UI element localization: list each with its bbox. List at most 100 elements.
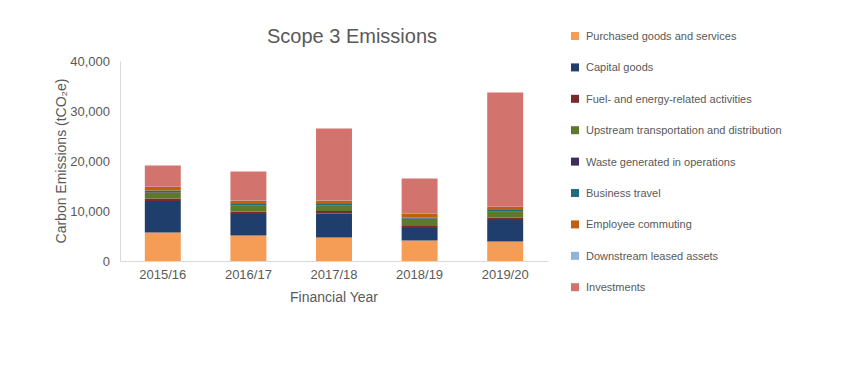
tick: 2017/18: [311, 261, 358, 282]
bar: [230, 205, 266, 207]
bar: [230, 201, 266, 205]
y-axis: 0 10,000 20,000 30,000 40,000: [70, 54, 120, 269]
tick: 2016/17: [225, 261, 272, 282]
bar: [145, 193, 181, 199]
bar: [402, 218, 438, 220]
legend-label: Capital goods: [586, 61, 654, 73]
title: Scope 3 Emissions: [267, 25, 437, 47]
bar: [145, 187, 181, 191]
axis-line: [120, 62, 121, 262]
bars: [145, 93, 523, 262]
legend-label: Purchased goods and services: [586, 30, 737, 42]
axis-line: [121, 261, 549, 262]
tick-label: 10,000: [70, 204, 110, 219]
legend-item: Capital goods: [571, 61, 654, 73]
tick-label: 2017/18: [311, 267, 358, 282]
legend-item: Upstream transportation and distribution: [571, 124, 782, 136]
series: [145, 199, 523, 229]
bar: [316, 201, 352, 205]
tick: 40,000: [70, 54, 120, 69]
bar: [145, 192, 181, 194]
bar: [145, 199, 181, 202]
tick-label: 0: [103, 254, 110, 269]
bar: [402, 219, 438, 226]
legend-label: Investments: [586, 281, 646, 293]
bar: [487, 212, 523, 218]
bar: [145, 201, 181, 233]
legend-label: Fuel- and energy-related activities: [586, 93, 752, 105]
bar: [230, 204, 266, 206]
tick-label: 30,000: [70, 104, 110, 119]
legend-item: Purchased goods and services: [571, 30, 737, 42]
bar: [230, 214, 266, 236]
tick-label: 2015/16: [139, 267, 186, 282]
tick: 2018/19: [396, 261, 443, 282]
legend-label: Downstream leased assets: [586, 250, 719, 262]
tick-label: 40,000: [70, 54, 110, 69]
bar: [145, 233, 181, 262]
bar: [316, 205, 352, 207]
bar: [402, 179, 438, 214]
bar: [487, 211, 523, 213]
tick-label: 2019/20: [482, 267, 529, 282]
legend-swatch: [571, 126, 579, 134]
legend-label: Employee commuting: [586, 218, 692, 230]
y-axis-title: Carbon Emissions (tCO₂e): [53, 79, 69, 244]
legend-label: Waste generated in operations: [586, 156, 736, 168]
legend-swatch: [571, 252, 579, 260]
bar: [487, 220, 523, 242]
x-axis: 2015/16 2016/17 2017/18 2018/19 2019/20: [121, 261, 549, 282]
bar: [316, 211, 352, 214]
tick: 2019/20: [482, 261, 529, 282]
series: [145, 201, 523, 242]
legend-item: Downstream leased assets: [571, 250, 719, 262]
tick-label: 20,000: [70, 154, 110, 169]
bar: [487, 93, 523, 207]
legend-label: Upstream transportation and distribution: [586, 124, 782, 136]
legend-item: Fuel- and energy-related activities: [571, 93, 752, 105]
bar: [487, 207, 523, 210]
x-axis-title: Financial Year: [290, 289, 378, 305]
legend-swatch: [571, 32, 579, 40]
bar: [145, 191, 181, 193]
bar: [316, 204, 352, 206]
bar: [402, 214, 438, 218]
legend-swatch: [571, 189, 579, 197]
legend-item: Business travel: [571, 187, 661, 199]
bar: [402, 226, 438, 228]
legend-item: Waste generated in operations: [571, 156, 736, 168]
bar: [316, 238, 352, 262]
bar: [145, 166, 181, 187]
chart: 010,00020,00030,00040,0002015/162016/172…: [0, 0, 850, 386]
tick: 30,000: [70, 104, 120, 119]
bar: [402, 218, 438, 219]
bar: [316, 206, 352, 211]
bar: [402, 228, 438, 241]
legend-item: Investments: [571, 281, 646, 293]
bar: [487, 210, 523, 211]
tick: 0: [103, 254, 120, 269]
bar: [230, 236, 266, 262]
bar: [316, 214, 352, 238]
legend: Purchased goods and services Capital good…: [571, 30, 782, 293]
bar: [487, 242, 523, 262]
legend-label: Business travel: [586, 187, 661, 199]
series: [145, 93, 523, 214]
bar: [230, 212, 266, 215]
legend-swatch: [571, 63, 579, 71]
legend-swatch: [571, 95, 579, 103]
tick-label: 2018/19: [396, 267, 443, 282]
legend-swatch: [571, 158, 579, 166]
bar: [230, 172, 266, 201]
bar: [230, 206, 266, 212]
tick-label: 2016/17: [225, 267, 272, 282]
tick: 10,000: [70, 204, 120, 219]
bar: [487, 218, 523, 221]
tick: 20,000: [70, 154, 120, 169]
legend-item: Employee commuting: [571, 218, 692, 230]
legend-swatch: [571, 220, 579, 228]
bar: [402, 241, 438, 262]
legend-swatch: [571, 283, 579, 291]
bar: [316, 129, 352, 201]
tick: 2015/16: [139, 261, 186, 282]
